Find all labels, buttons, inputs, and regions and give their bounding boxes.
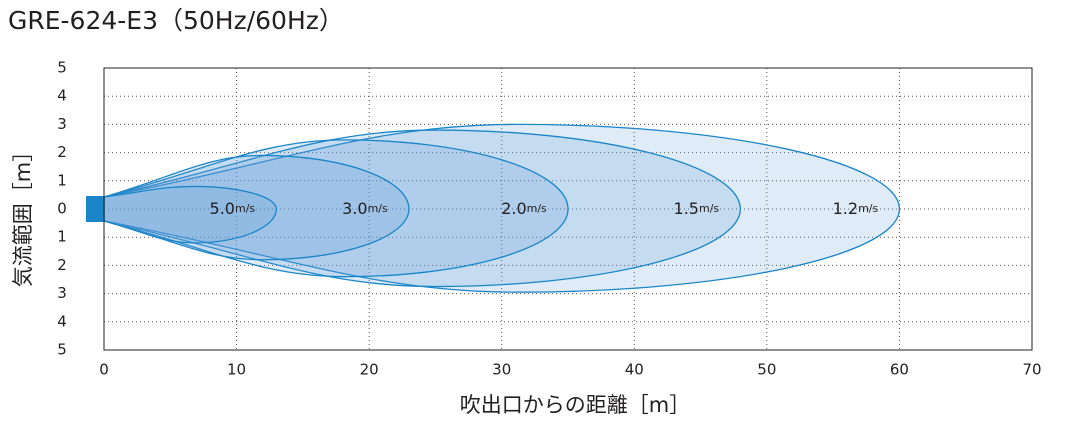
y-tick-label: 4 [57, 312, 67, 330]
speed-unit: m/s [858, 202, 878, 215]
x-tick-label: 10 [227, 361, 246, 379]
x-tick-label: 0 [99, 361, 109, 379]
airflow-envelope [103, 123, 901, 293]
x-tick-label: 40 [625, 361, 644, 379]
speed-value: 1.5 [674, 199, 699, 218]
speed-label: 5.0m/s [210, 199, 256, 218]
airflow-envelope [103, 185, 277, 244]
y-tick-label: 5 [57, 59, 67, 77]
speed-value: 2.0 [501, 199, 526, 218]
x-axis-label: 吹出口からの距離［m］ [460, 393, 690, 417]
chart-title: GRE-624-E3（50Hz/60Hz） [8, 6, 344, 35]
y-axis-label: 気流範囲［m］ [11, 141, 35, 287]
x-tick-label: 70 [1022, 361, 1041, 379]
y-tick-label: 3 [57, 115, 67, 133]
x-tick-label: 20 [360, 361, 379, 379]
speed-unit: m/s [235, 202, 255, 215]
x-tick-label: 50 [757, 361, 776, 379]
x-tick-label: 60 [890, 361, 909, 379]
speed-unit: m/s [368, 202, 388, 215]
speed-unit: m/s [699, 202, 719, 215]
speed-label: 2.0m/s [501, 199, 547, 218]
speed-unit: m/s [527, 202, 547, 215]
y-tick-label: 2 [57, 143, 67, 161]
speed-value: 3.0 [342, 199, 367, 218]
y-tick-label: 3 [57, 284, 67, 302]
y-tick-label: 0 [57, 200, 67, 218]
speed-label: 1.5m/s [674, 199, 720, 218]
speed-value: 5.0 [210, 199, 235, 218]
x-tick-label: 30 [492, 361, 511, 379]
y-tick-label: 5 [57, 341, 67, 359]
y-tick-label: 4 [57, 87, 67, 105]
speed-label: 3.0m/s [342, 199, 388, 218]
airflow-envelope [103, 139, 569, 278]
plot-frame [103, 67, 1033, 351]
airflow-envelope [103, 154, 410, 261]
y-tick-label: 1 [57, 171, 67, 189]
airflow-envelope [103, 129, 741, 288]
y-tick-label: 2 [57, 256, 67, 274]
speed-label: 1.2m/s [833, 199, 879, 218]
nozzle [86, 196, 104, 222]
y-tick-label: 1 [57, 228, 67, 246]
speed-value: 1.2 [833, 199, 858, 218]
